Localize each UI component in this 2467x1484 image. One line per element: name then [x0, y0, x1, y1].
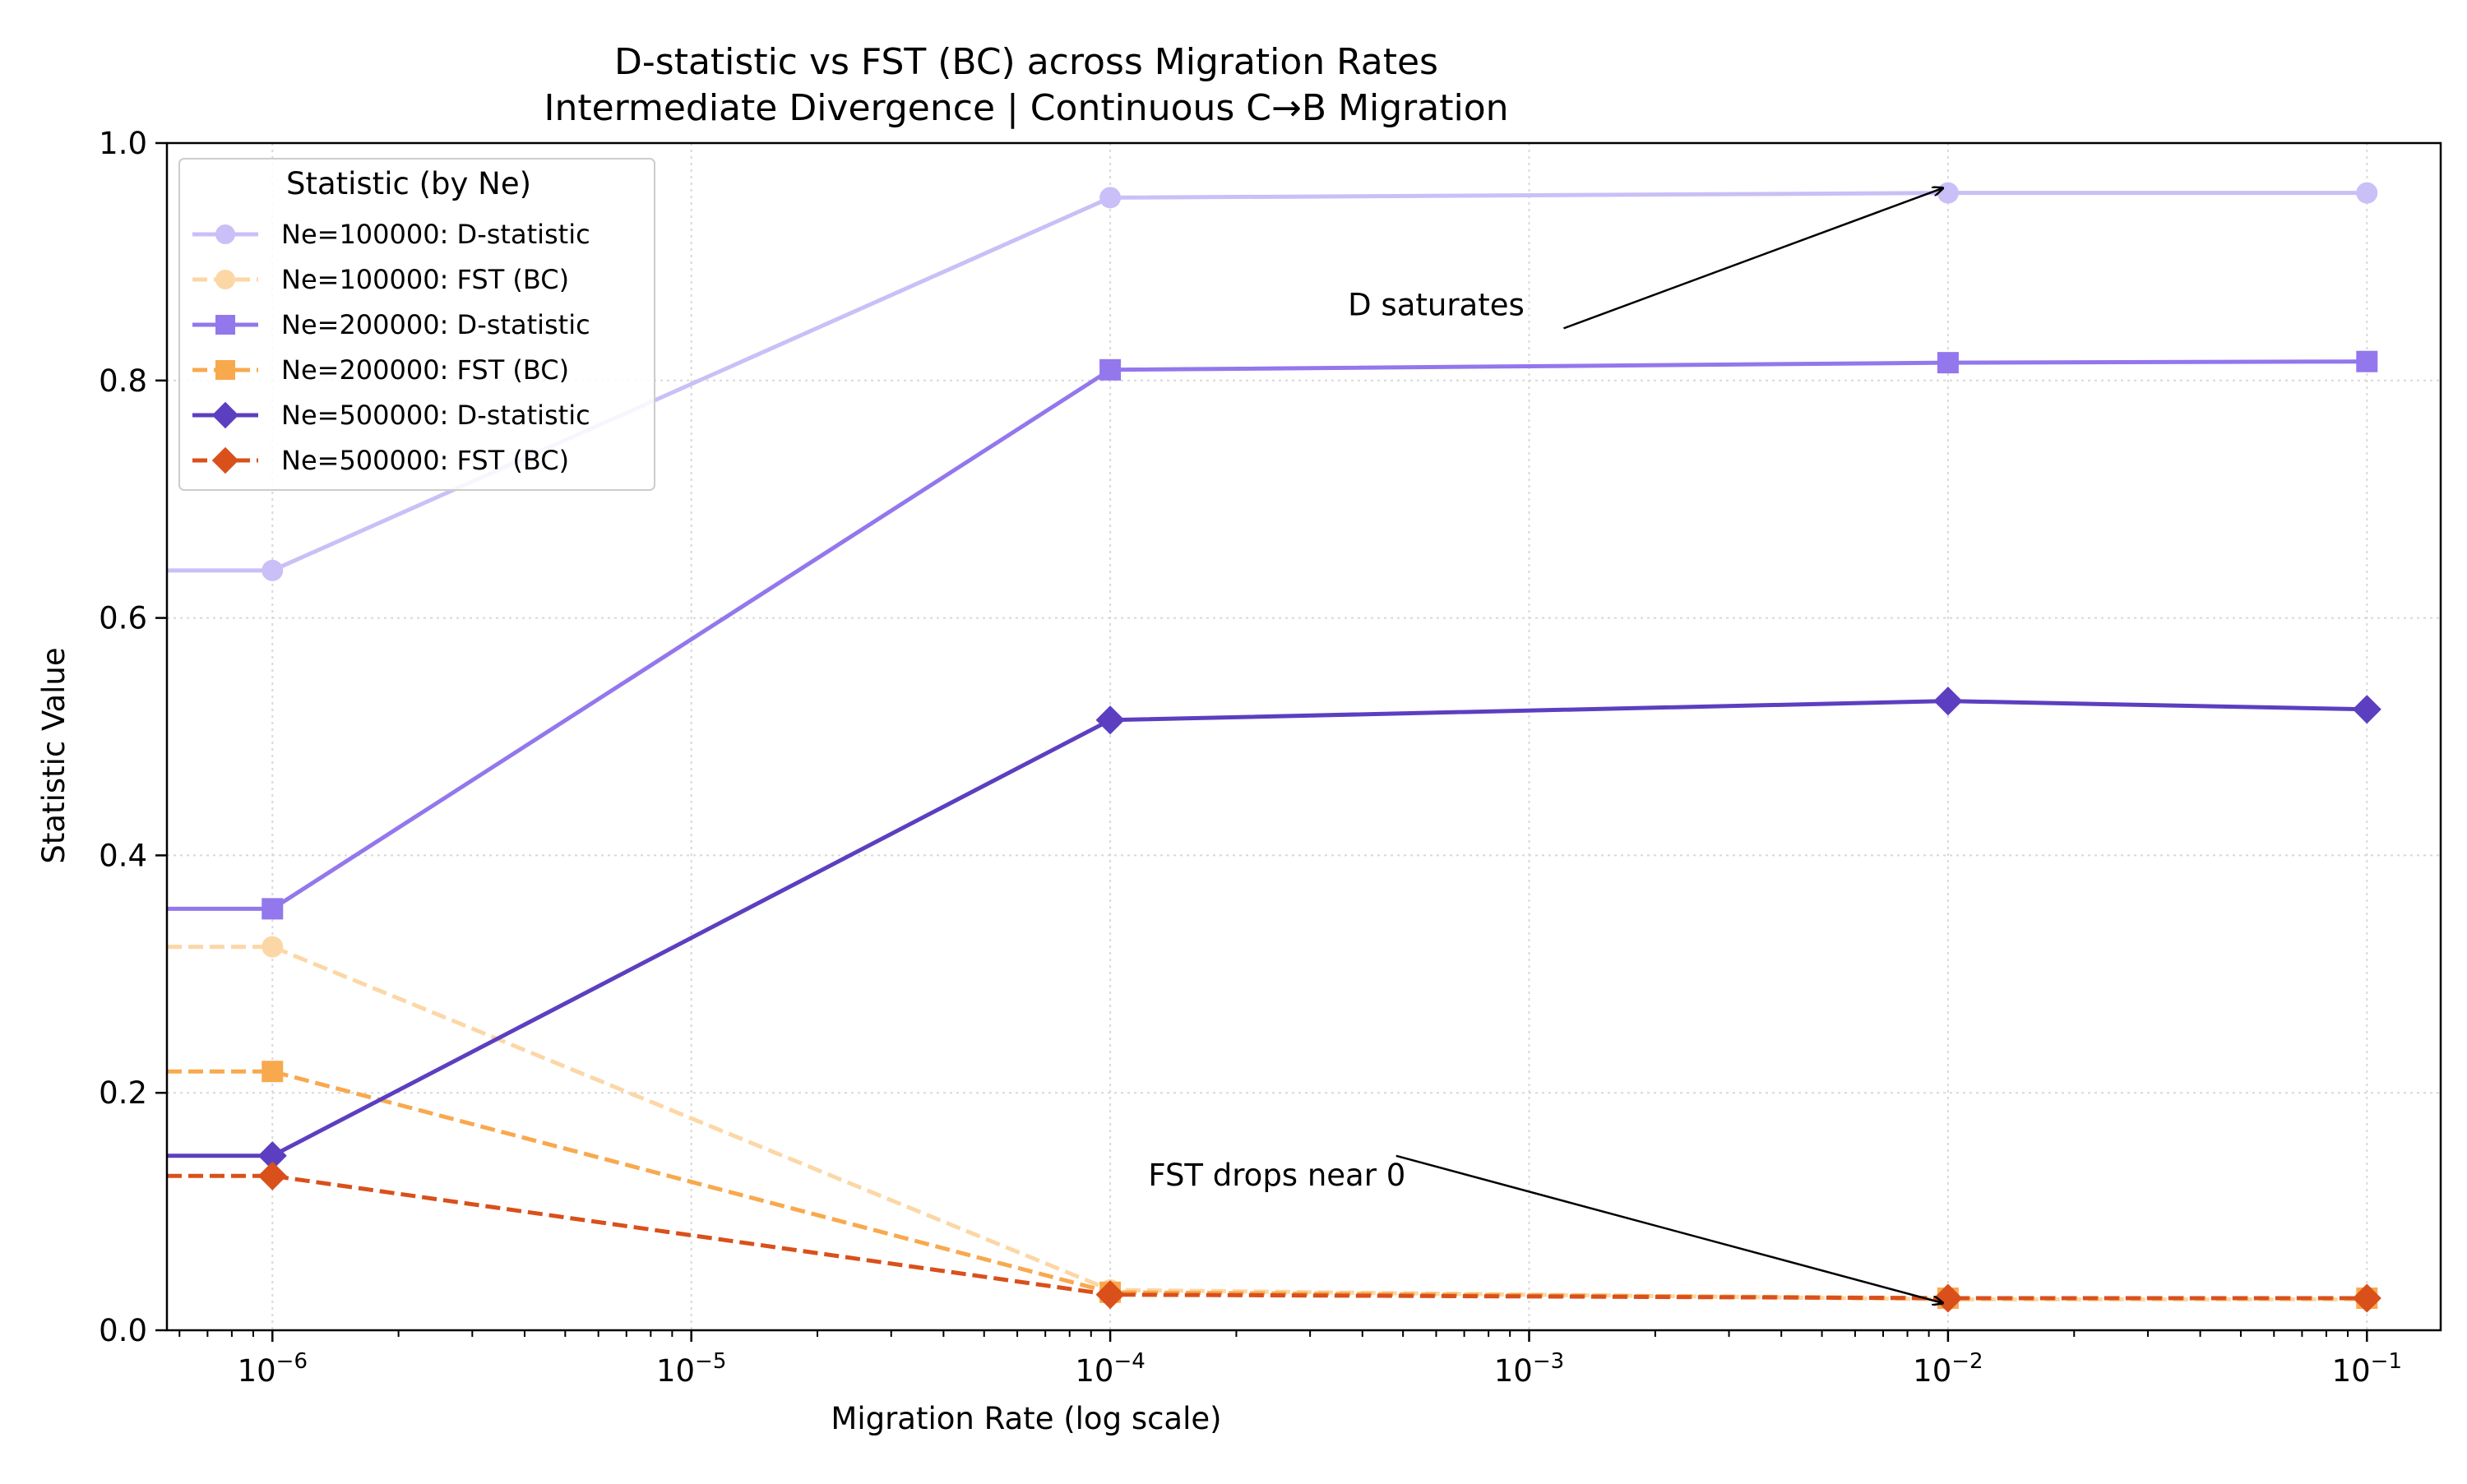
plot-frame [165, 141, 2442, 1332]
annotation-arrow [1395, 1154, 1943, 1303]
data-point [257, 1161, 287, 1190]
annotation-text: FST drops near 0 [1148, 1158, 1405, 1193]
y-axis-label: Statistic Value [36, 647, 72, 863]
y-tick-label: 0.6 [99, 601, 147, 636]
data-point [1095, 1280, 1125, 1310]
data-point [1099, 358, 1122, 381]
legend-label: Ne=200000: FST (BC) [281, 354, 569, 386]
annotation-layer: D saturates FST drops near 0 [1148, 188, 1943, 1303]
data-point [215, 270, 235, 289]
x-axis-label: Migration Rate (log scale) [831, 1401, 1221, 1436]
data-point [2352, 1283, 2381, 1313]
legend-label: Ne=500000: D-statistic [281, 400, 590, 431]
legend: Statistic (by Ne) Ne=100000: D-statistic N… [178, 158, 655, 491]
data-point [215, 360, 235, 380]
data-point [2356, 182, 2378, 204]
data-point [2352, 695, 2381, 724]
data-point [1099, 187, 1122, 209]
legend-box [178, 158, 655, 491]
data-point [262, 1061, 284, 1083]
chart-title: D-statistic vs FST (BC) across Migration… [614, 41, 1438, 83]
chart-subtitle: Intermediate Divergence | Continuous C→B… [544, 87, 1508, 129]
legend-label: Ne=500000: FST (BC) [281, 445, 569, 476]
data-point [262, 936, 284, 958]
data-point [2356, 350, 2378, 372]
y-tick-label: 0.0 [99, 1313, 147, 1348]
legend-label: Ne=200000: D-statistic [281, 309, 590, 340]
y-tick-label: 0.2 [99, 1075, 147, 1111]
annotation-arrow [1563, 188, 1942, 330]
axis-layer: 10−6 10−5 10−4 10−3 10−2 10−1 0.0 0.2 0.4 0.6 0.8 1… [99, 126, 2402, 1389]
legend-label: Ne=100000: D-statistic [281, 219, 590, 250]
legend-label: Ne=100000: FST (BC) [281, 264, 569, 295]
data-point [1933, 687, 1963, 716]
x-tick-label: 10−5 [656, 1349, 726, 1389]
data-point [1937, 352, 1959, 374]
annotation-text: D saturates [1348, 287, 1525, 322]
series-line [167, 945, 2367, 1301]
series-line [167, 699, 2367, 1158]
series-layer [167, 182, 2381, 1313]
legend-title: Statistic (by Ne) [286, 166, 531, 201]
data-point [257, 1141, 287, 1171]
y-tick-label: 0.8 [99, 363, 147, 399]
data-point [1933, 1283, 1963, 1313]
x-tick-label: 10−2 [1913, 1349, 1983, 1389]
x-tick-label: 10−3 [1494, 1349, 1564, 1389]
y-tick-label: 1.0 [99, 126, 147, 161]
x-tick-label: 10−6 [238, 1349, 308, 1389]
y-tick-label: 0.4 [99, 838, 147, 873]
data-point [211, 401, 239, 429]
series-line [167, 1173, 2367, 1301]
data-point [215, 315, 235, 335]
data-point [262, 559, 284, 581]
data-point [1095, 705, 1125, 735]
data-point [1937, 182, 1959, 204]
x-tick-label: 10−4 [1075, 1349, 1145, 1389]
data-point [262, 898, 284, 920]
data-point [215, 224, 235, 244]
data-point [211, 446, 239, 474]
x-tick-label: 10−1 [2332, 1349, 2402, 1389]
